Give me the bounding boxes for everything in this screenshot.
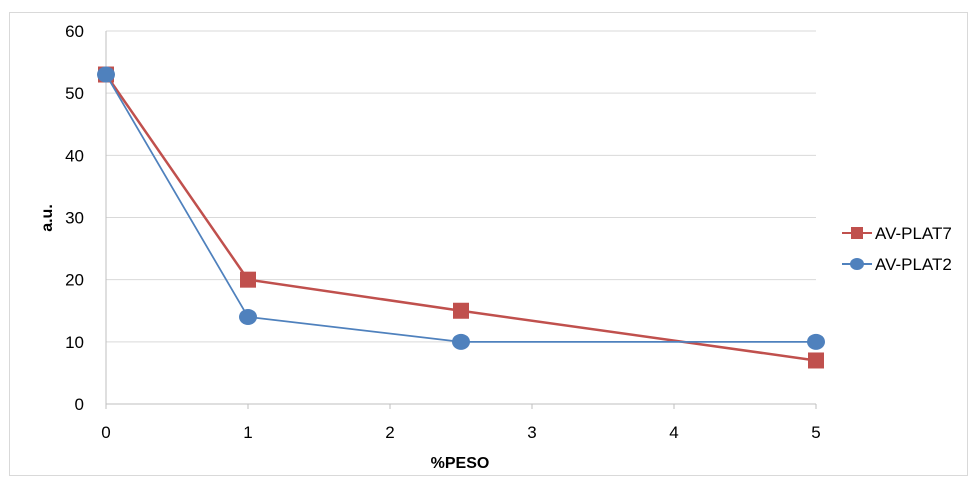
data-point <box>452 333 470 350</box>
series-line <box>105 74 816 343</box>
y-tick-label: 50 <box>65 84 84 103</box>
y-axis-label: a.u. <box>39 204 56 232</box>
x-axis-label: %PESO <box>431 455 490 472</box>
x-tick-labels: 0 1 2 3 4 5 <box>101 423 820 442</box>
x-tick-label: 4 <box>669 423 678 442</box>
data-point <box>807 333 825 350</box>
y-tick-label: 40 <box>65 146 84 165</box>
y-tick-label: 0 <box>75 395 84 414</box>
x-tick-label: 5 <box>811 423 820 442</box>
y-tick-label: 10 <box>65 333 84 352</box>
y-tick-label: 20 <box>65 271 84 290</box>
series-layer <box>97 66 825 369</box>
legend-label: AV-PLAT2 <box>875 255 952 274</box>
series-av-plat2 <box>97 66 825 350</box>
y-tick-labels: 0 10 20 30 40 50 60 <box>65 22 84 414</box>
legend-marker <box>851 227 863 239</box>
y-tick-label: 60 <box>65 22 84 41</box>
x-tick-label: 1 <box>243 423 252 442</box>
legend-item: AV-PLAT7 <box>842 224 952 243</box>
data-point <box>239 308 257 325</box>
legend-item: AV-PLAT2 <box>842 255 952 274</box>
legend-label: AV-PLAT7 <box>875 224 952 243</box>
series-line <box>104 73 817 362</box>
data-point <box>97 66 115 83</box>
x-tick-label: 0 <box>101 423 110 442</box>
gridlines <box>106 30 816 343</box>
data-point <box>240 271 256 288</box>
data-point <box>453 302 469 319</box>
y-tick-label: 30 <box>65 209 84 228</box>
axes <box>105 31 817 409</box>
legend-marker <box>850 258 864 270</box>
x-tick-label: 3 <box>527 423 536 442</box>
legend: AV-PLAT7 AV-PLAT2 <box>842 224 952 274</box>
data-point <box>808 352 824 369</box>
x-tick-label: 2 <box>385 423 394 442</box>
chart-frame <box>9 12 968 476</box>
